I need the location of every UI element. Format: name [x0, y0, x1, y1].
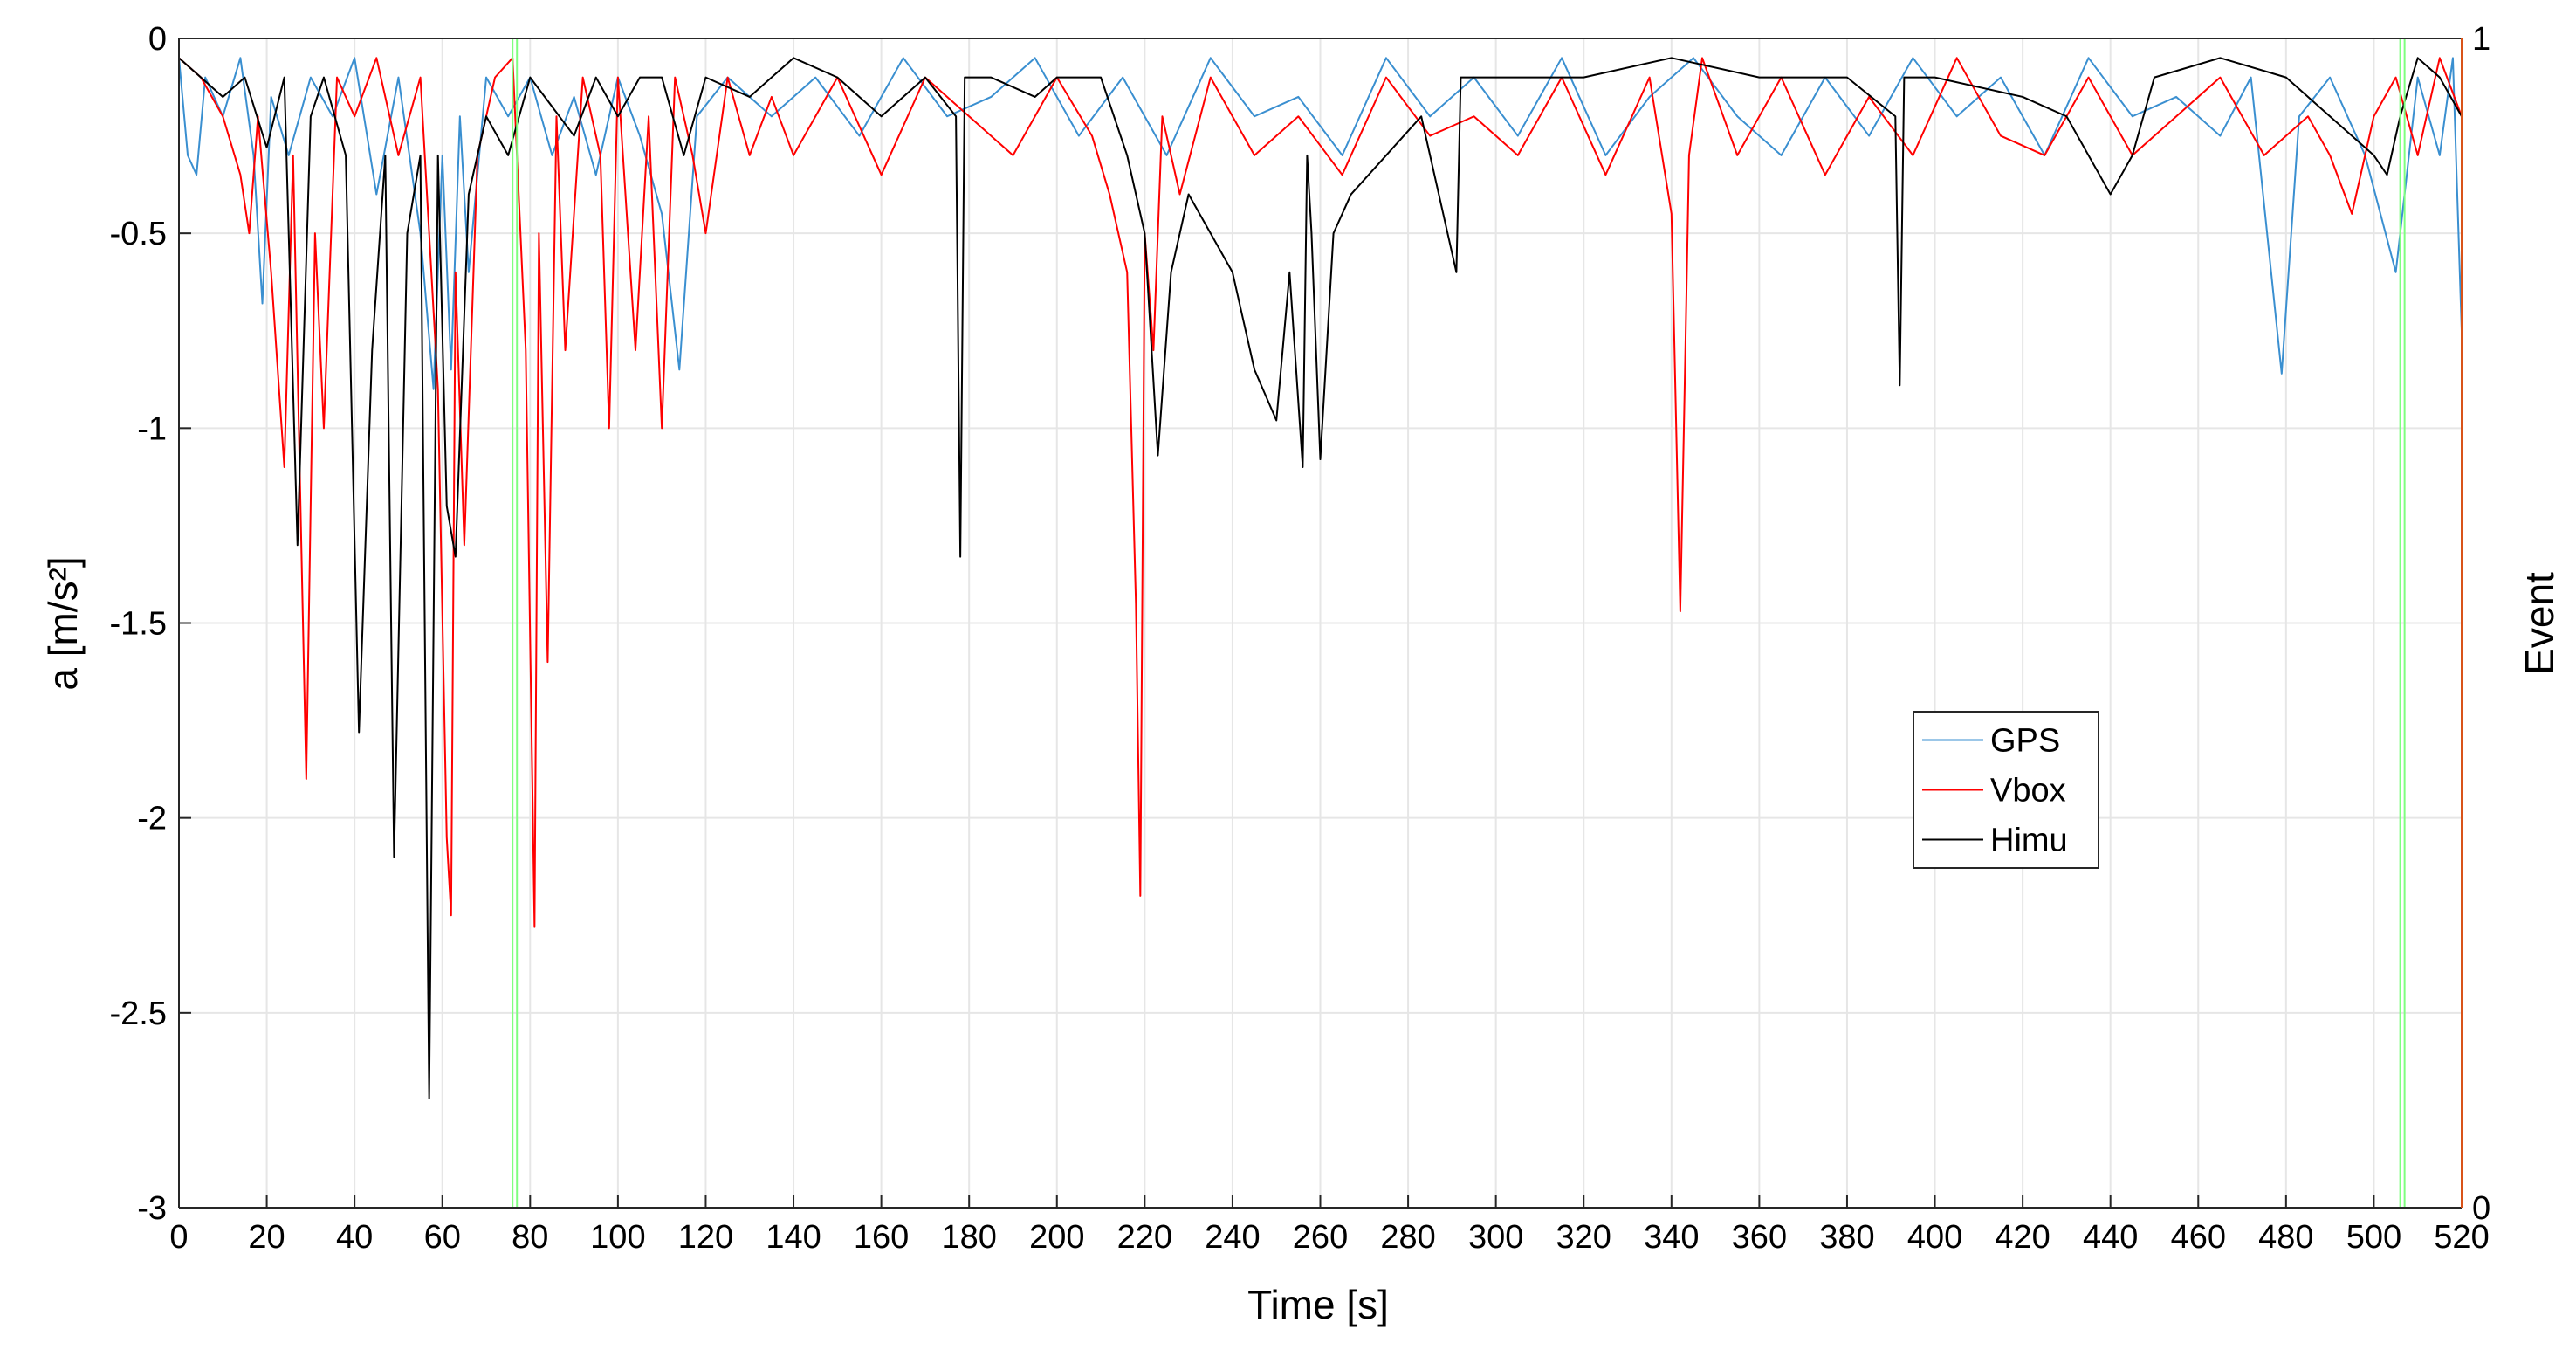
- x-tick-label: 460: [2171, 1219, 2226, 1256]
- y2-tick-label: 1: [2472, 21, 2490, 58]
- x-tick-label: 180: [941, 1219, 996, 1256]
- x-tick-label: 480: [2258, 1219, 2313, 1256]
- y2-tick-label: 0: [2472, 1190, 2490, 1227]
- legend-label: Vbox: [1990, 773, 2066, 809]
- y-tick-label: 0: [148, 21, 167, 58]
- x-tick-label: 40: [336, 1219, 373, 1256]
- series-line: [178, 57, 2463, 1100]
- y-tick-label: -1: [137, 410, 167, 447]
- x-axis-label: Time [s]: [1247, 1282, 1389, 1327]
- x-tick-label: 160: [854, 1219, 909, 1256]
- x-tick-label: 220: [1117, 1219, 1172, 1256]
- x-tick-label: 120: [678, 1219, 733, 1256]
- x-tick-label: 100: [590, 1219, 645, 1256]
- x-tick-label: 260: [1293, 1219, 1348, 1256]
- legend: GPS Vbox Himu: [1913, 711, 2099, 869]
- x-tick-label: 340: [1644, 1219, 1699, 1256]
- series-line: [178, 57, 2463, 390]
- y-tick-label: -2: [137, 801, 167, 837]
- y-tick-label: -3: [137, 1190, 167, 1227]
- x-tick-label: 240: [1205, 1219, 1260, 1256]
- series-line: [178, 57, 2463, 928]
- x-tick-label: 420: [1995, 1219, 2050, 1256]
- x-tick-label: 360: [1732, 1219, 1787, 1256]
- x-tick-label: 20: [248, 1219, 285, 1256]
- x-tick-label: 280: [1380, 1219, 1435, 1256]
- x-tick-label: 0: [169, 1219, 188, 1256]
- x-tick-label: 80: [512, 1219, 548, 1256]
- y-tick-label: -1.5: [110, 606, 167, 643]
- legend-label: GPS: [1990, 723, 2060, 760]
- x-tick-label: 300: [1468, 1219, 1523, 1256]
- x-tick-label: 440: [2083, 1219, 2138, 1256]
- x-tick-label: 60: [424, 1219, 461, 1256]
- x-tick-label: 520: [2434, 1219, 2489, 1256]
- x-tick-label: 200: [1029, 1219, 1084, 1256]
- x-tick-label: 140: [766, 1219, 821, 1256]
- y2-axis-label: Event: [2517, 572, 2562, 675]
- y-tick-label: -2.5: [110, 995, 167, 1032]
- x-tick-label: 320: [1556, 1219, 1611, 1256]
- y-axis-label: a [m/s²]: [40, 556, 86, 690]
- x-tick-label: 500: [2346, 1219, 2401, 1256]
- x-tick-label: 400: [1907, 1219, 1962, 1256]
- x-tick-label: 380: [1819, 1219, 1874, 1256]
- legend-label: Himu: [1990, 823, 2068, 859]
- y-tick-label: -0.5: [110, 216, 167, 252]
